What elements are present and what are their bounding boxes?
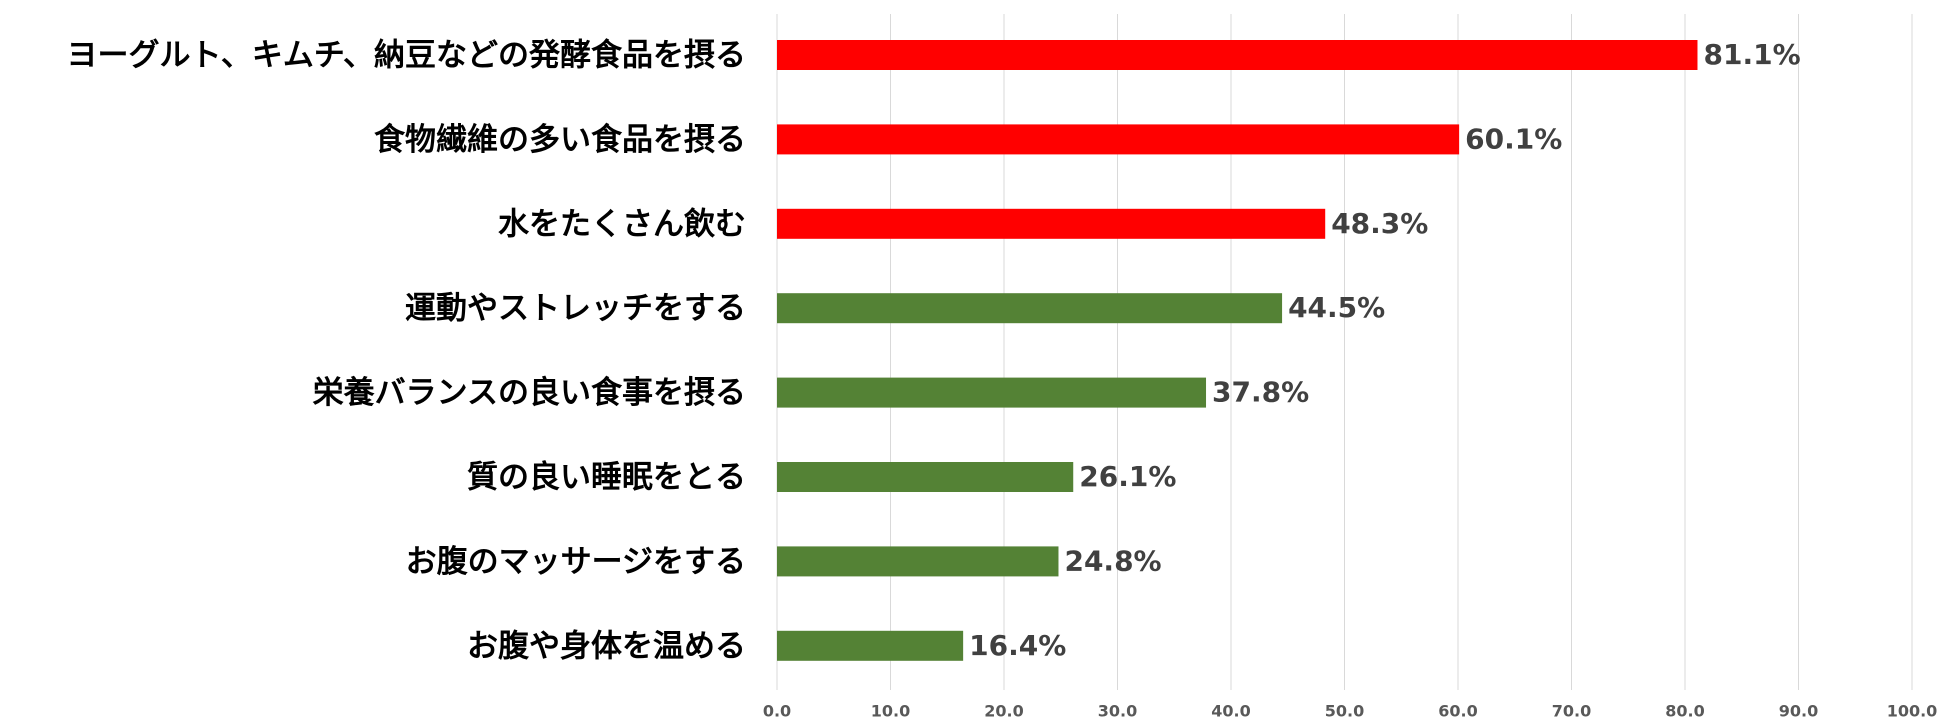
category-label: 水をたくさん飲む	[498, 206, 746, 242]
x-tick-label: 0.0	[763, 702, 791, 721]
data-label: 44.5%	[1288, 291, 1385, 324]
bar	[777, 462, 1074, 492]
bar	[777, 630, 964, 661]
x-tick-label: 20.0	[984, 702, 1023, 721]
category-label: 食物繊維の多い食品を摂る	[374, 122, 746, 158]
category-label: 質の良い睡眠をとる	[467, 460, 746, 496]
x-tick-label: 40.0	[1211, 702, 1250, 721]
x-tick-label: 90.0	[1779, 702, 1818, 721]
bar	[777, 546, 1059, 577]
data-label: 48.3%	[1331, 207, 1428, 240]
x-tick-label: 80.0	[1665, 702, 1704, 721]
bar	[777, 208, 1326, 239]
category-label: お腹や身体を温める	[467, 628, 746, 664]
x-tick-label: 100.0	[1887, 702, 1938, 721]
x-tick-label: 10.0	[871, 702, 910, 721]
category-label: 栄養バランスの良い食事を摂る	[313, 375, 746, 411]
x-tick-label: 50.0	[1325, 702, 1364, 721]
data-label: 81.1%	[1703, 38, 1800, 71]
x-tick-label: 60.0	[1438, 702, 1477, 721]
data-label: 16.4%	[969, 629, 1066, 662]
data-label: 60.1%	[1465, 122, 1562, 155]
data-label: 24.8%	[1064, 544, 1161, 577]
bar	[777, 124, 1460, 155]
bar	[777, 293, 1283, 324]
category-label: お腹のマッサージをする	[406, 544, 746, 580]
bar	[777, 377, 1207, 408]
category-label: 運動やストレッチをする	[405, 291, 746, 327]
data-label: 37.8%	[1212, 376, 1309, 409]
data-label: 26.1%	[1079, 460, 1176, 493]
x-tick-label: 30.0	[1098, 702, 1137, 721]
category-label: ヨーグルト、キムチ、納豆などの発酵食品を摂る	[66, 38, 746, 74]
bar	[777, 40, 1698, 70]
x-tick-label: 70.0	[1552, 702, 1591, 721]
